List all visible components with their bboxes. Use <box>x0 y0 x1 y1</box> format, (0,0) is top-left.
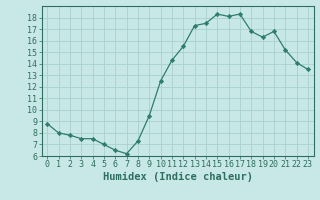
X-axis label: Humidex (Indice chaleur): Humidex (Indice chaleur) <box>103 172 252 182</box>
